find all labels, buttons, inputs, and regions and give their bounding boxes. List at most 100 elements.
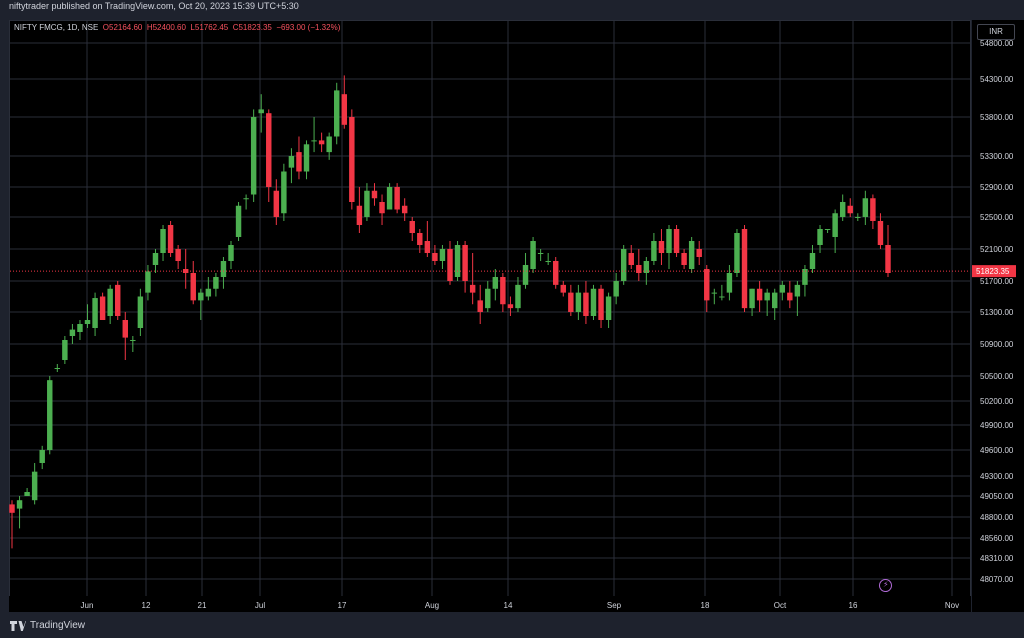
y-tick-label: 54800.00 (980, 39, 1014, 48)
price-axis[interactable] (972, 20, 1024, 612)
brand-text: TradingView (30, 620, 86, 631)
x-tick-label: Sep (607, 601, 622, 610)
candle-body (371, 190, 378, 199)
time-axis[interactable] (9, 596, 971, 612)
candle-body (855, 217, 861, 218)
candle-body (507, 304, 514, 309)
candle-body (160, 229, 166, 253)
y-tick-label: 51300.00 (980, 308, 1014, 317)
candle-body (870, 198, 876, 221)
candle-body (334, 90, 340, 137)
candle-body (273, 190, 280, 217)
candle-body (613, 281, 619, 297)
candle-body (137, 296, 144, 328)
candle-body (824, 229, 831, 230)
candle-body (779, 284, 785, 293)
candle-body (537, 253, 544, 254)
candle-body (756, 288, 763, 301)
candle-body (651, 241, 657, 261)
candle-body (220, 261, 227, 277)
candle-body (107, 288, 113, 316)
x-tick-label: Oct (774, 601, 787, 610)
last-price-badge (972, 265, 1016, 278)
x-tick-label: 12 (142, 601, 151, 610)
x-tick-label: Jul (255, 601, 265, 610)
candle-body (84, 320, 91, 324)
candle-body (719, 296, 725, 298)
candle-body (734, 233, 740, 273)
candle-body (605, 296, 612, 320)
candle-body (409, 221, 415, 233)
candle-body (817, 229, 823, 245)
candle-body (364, 190, 370, 217)
candle-body (681, 253, 687, 265)
candle-body (39, 450, 45, 463)
candle-body (417, 233, 423, 245)
candle-body (9, 504, 15, 513)
candle-body (401, 205, 408, 214)
candle-body (379, 202, 385, 214)
candle-body (628, 253, 634, 265)
candle-body (235, 205, 242, 237)
y-tick-label: 54300.00 (980, 75, 1014, 84)
chart-plot-area[interactable] (9, 20, 971, 612)
y-tick-label: 48560.00 (980, 534, 1014, 543)
y-tick-label: 53800.00 (980, 113, 1014, 122)
y-tick-label: 49900.00 (980, 421, 1014, 430)
candle-body (560, 284, 566, 293)
y-tick-label: 52100.00 (980, 245, 1014, 254)
candle-body (583, 292, 589, 316)
candle-body (205, 288, 212, 297)
bottom-bar (0, 616, 1024, 638)
legend-close: C51823.35 (232, 23, 272, 32)
candle-body (469, 284, 476, 293)
candle-body (266, 113, 272, 187)
candle-body (99, 296, 106, 320)
candle-body (281, 171, 287, 214)
candle-body (296, 152, 302, 172)
candle-body (16, 500, 23, 509)
candle-body (575, 292, 582, 312)
candle-body (243, 198, 249, 200)
candle-body (54, 368, 61, 369)
candle-body (673, 229, 680, 253)
candle-body (24, 492, 30, 496)
x-tick-label: Jun (81, 601, 94, 610)
x-tick-label: 16 (849, 601, 858, 610)
candle-body (326, 136, 332, 153)
candle-body (749, 288, 755, 309)
candle-body (447, 249, 453, 281)
candle-body (568, 292, 574, 312)
candle-body (620, 249, 627, 281)
x-tick-label: 21 (198, 601, 207, 610)
candle-body (190, 273, 196, 301)
candle-body (311, 140, 317, 142)
candle-body (809, 253, 816, 269)
candle-body (356, 205, 363, 225)
candle-body (666, 229, 672, 253)
y-tick-label: 48070.00 (980, 575, 1014, 584)
tradingview-brand: TradingView (10, 620, 85, 631)
candle-body (794, 284, 801, 297)
candle-body (432, 253, 438, 261)
flash-icon[interactable]: ⚡ (879, 579, 892, 592)
candle-body (31, 471, 38, 501)
currency-button[interactable]: INR (977, 24, 1015, 40)
candle-body (688, 241, 695, 269)
candle-body (62, 340, 68, 360)
x-tick-label: 14 (504, 601, 513, 610)
candle-body (341, 94, 347, 125)
y-tick-label: 50200.00 (980, 397, 1014, 406)
candle-body (250, 117, 257, 195)
candle-body (213, 277, 219, 289)
candle-body (462, 245, 468, 281)
candle-body (167, 225, 174, 253)
y-tick-label: 48310.00 (980, 554, 1014, 563)
legend-change: −693.00 (−1.32%) (276, 23, 341, 32)
publish-info: niftytrader published on TradingView.com… (9, 1, 299, 11)
candle-body (386, 187, 393, 210)
candle-body (839, 202, 846, 217)
candle-body (122, 320, 128, 338)
candle-body (704, 269, 710, 301)
candle-body (258, 109, 264, 114)
